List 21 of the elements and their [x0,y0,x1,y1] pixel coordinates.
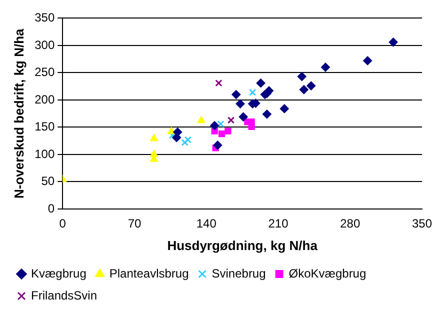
y-tick-label: 100 [34,146,55,161]
legend-label: Kvægbrug [31,266,86,280]
y-tick-label: 200 [34,92,55,106]
legend-label: Svinebrug [212,266,266,280]
x-axis-title: Husdyrgødning, kg N/ha [167,238,318,253]
x-tick-label: 350 [412,216,432,231]
y-tick-label: 50 [41,174,55,188]
x-tick-label: 140 [196,216,217,231]
y-tick-label: 300 [34,38,55,52]
x-tick-label: 210 [268,216,289,231]
legend-label: Planteavlsbrug [109,266,189,280]
x-tick-label: 70 [128,216,142,231]
x-tick-label: 0 [59,216,66,231]
y-tick-label: 0 [48,201,55,216]
y-tick-label: 250 [34,65,55,80]
legend-label: FrilandsSvin [31,288,98,302]
x-tick-label: 280 [340,216,360,231]
legend-label: ØkoKvægbrug [288,266,366,280]
y-tick-label: 350 [34,10,55,25]
y-tick-label: 150 [34,120,55,134]
y-axis-title: N-overskud bedrift, kg N/ha [11,28,26,198]
